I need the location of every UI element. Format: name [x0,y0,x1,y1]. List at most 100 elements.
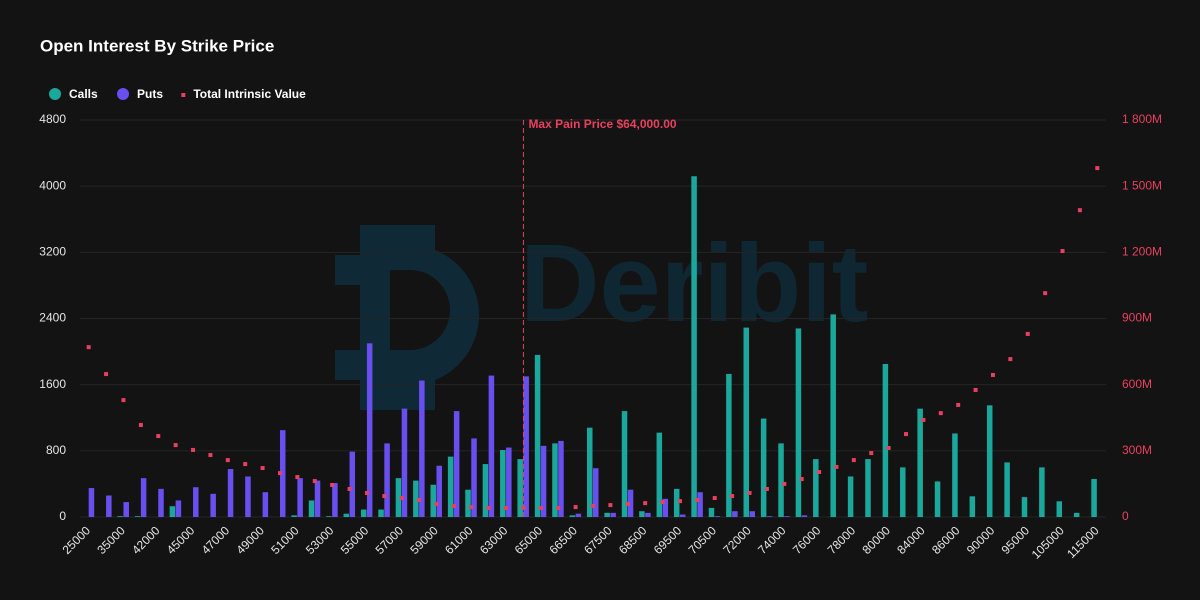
x-tick-label: 84000 [894,523,928,557]
bar [210,493,216,517]
dot [434,501,439,506]
bar [140,478,147,517]
x-tick-label: 51000 [268,523,302,557]
dot [260,466,265,471]
dot [591,503,595,508]
bar [882,363,889,517]
x-tick-label: 90000 [964,523,998,557]
bar [506,447,512,517]
bar [279,430,286,517]
bar [419,380,425,517]
dot [573,505,578,510]
dot [625,501,630,506]
dot [695,498,700,503]
bar [604,512,610,517]
x-tick-label: 66500 [546,523,580,557]
x-tick-label: 47000 [199,523,233,557]
x-tick-label: 45000 [164,523,198,557]
bar [645,512,651,517]
dot [747,490,752,495]
bar [378,509,384,517]
bar [430,484,436,517]
dot [990,372,995,377]
bar [969,496,976,517]
bar [726,373,732,517]
legend-swatch [181,93,186,97]
bar [760,418,767,517]
bar [517,459,523,517]
dot [347,486,352,491]
dot [243,462,248,467]
bar [471,438,477,517]
y-tick-label: 4800 [39,112,66,126]
dot [451,503,456,508]
bar [900,467,906,517]
bar [366,343,373,517]
bar [262,492,269,517]
bar [534,354,541,517]
bar [662,498,669,517]
bar [627,489,634,517]
bar [558,440,564,517]
dot [138,423,143,428]
dot [782,481,787,486]
dot [886,445,891,450]
bar [952,433,958,517]
y2-tick-label: 1 500M [1122,178,1162,192]
dot [538,505,543,510]
x-tick-label: 25000 [60,523,94,557]
bar [482,464,489,517]
dot [399,496,404,501]
legend-label: Total Intrinsic Value [193,87,306,101]
dot [312,479,317,484]
dot [556,505,561,510]
bar [673,488,680,517]
dot [1095,166,1100,171]
bar [766,516,773,517]
bar [117,516,123,517]
bar [401,408,408,517]
bar [540,445,547,517]
bar [436,465,442,517]
x-tick-label: 55000 [338,523,372,557]
legend-label: Calls [69,87,98,101]
dot [330,483,335,488]
y2-tick-label: 1 800M [1122,112,1162,126]
y-tick-label: 0 [59,509,66,523]
bar [587,427,593,517]
bar [395,478,402,517]
x-tick-label: 57000 [373,523,407,557]
dot [938,411,943,416]
dot [208,453,213,458]
x-tick-label: 63000 [477,523,511,557]
bar [523,376,529,517]
bar [169,506,176,517]
bar [679,514,686,517]
x-tick-label: 68500 [616,523,650,557]
dot [677,499,682,504]
y-tick-label: 2400 [39,311,66,325]
dot [504,505,509,510]
bar [697,492,703,517]
bar [465,489,471,517]
bar [1091,478,1097,517]
legend-swatch [49,88,61,100]
bar [1021,497,1028,517]
bar [1056,501,1063,517]
dot [417,498,422,503]
x-tick-label: 80000 [859,523,893,557]
dot [660,500,665,505]
bar [934,481,941,517]
x-tick-label: 61000 [442,523,476,557]
bar [175,500,182,517]
dot [277,471,282,476]
dot [156,434,161,439]
dot [225,458,230,463]
bar [708,507,715,517]
x-tick-label: 72000 [720,523,754,557]
y-tick-label: 1600 [39,377,66,391]
bar [384,443,390,517]
dot [851,458,856,463]
chart-title: Open Interest By Strike Price [40,36,274,55]
